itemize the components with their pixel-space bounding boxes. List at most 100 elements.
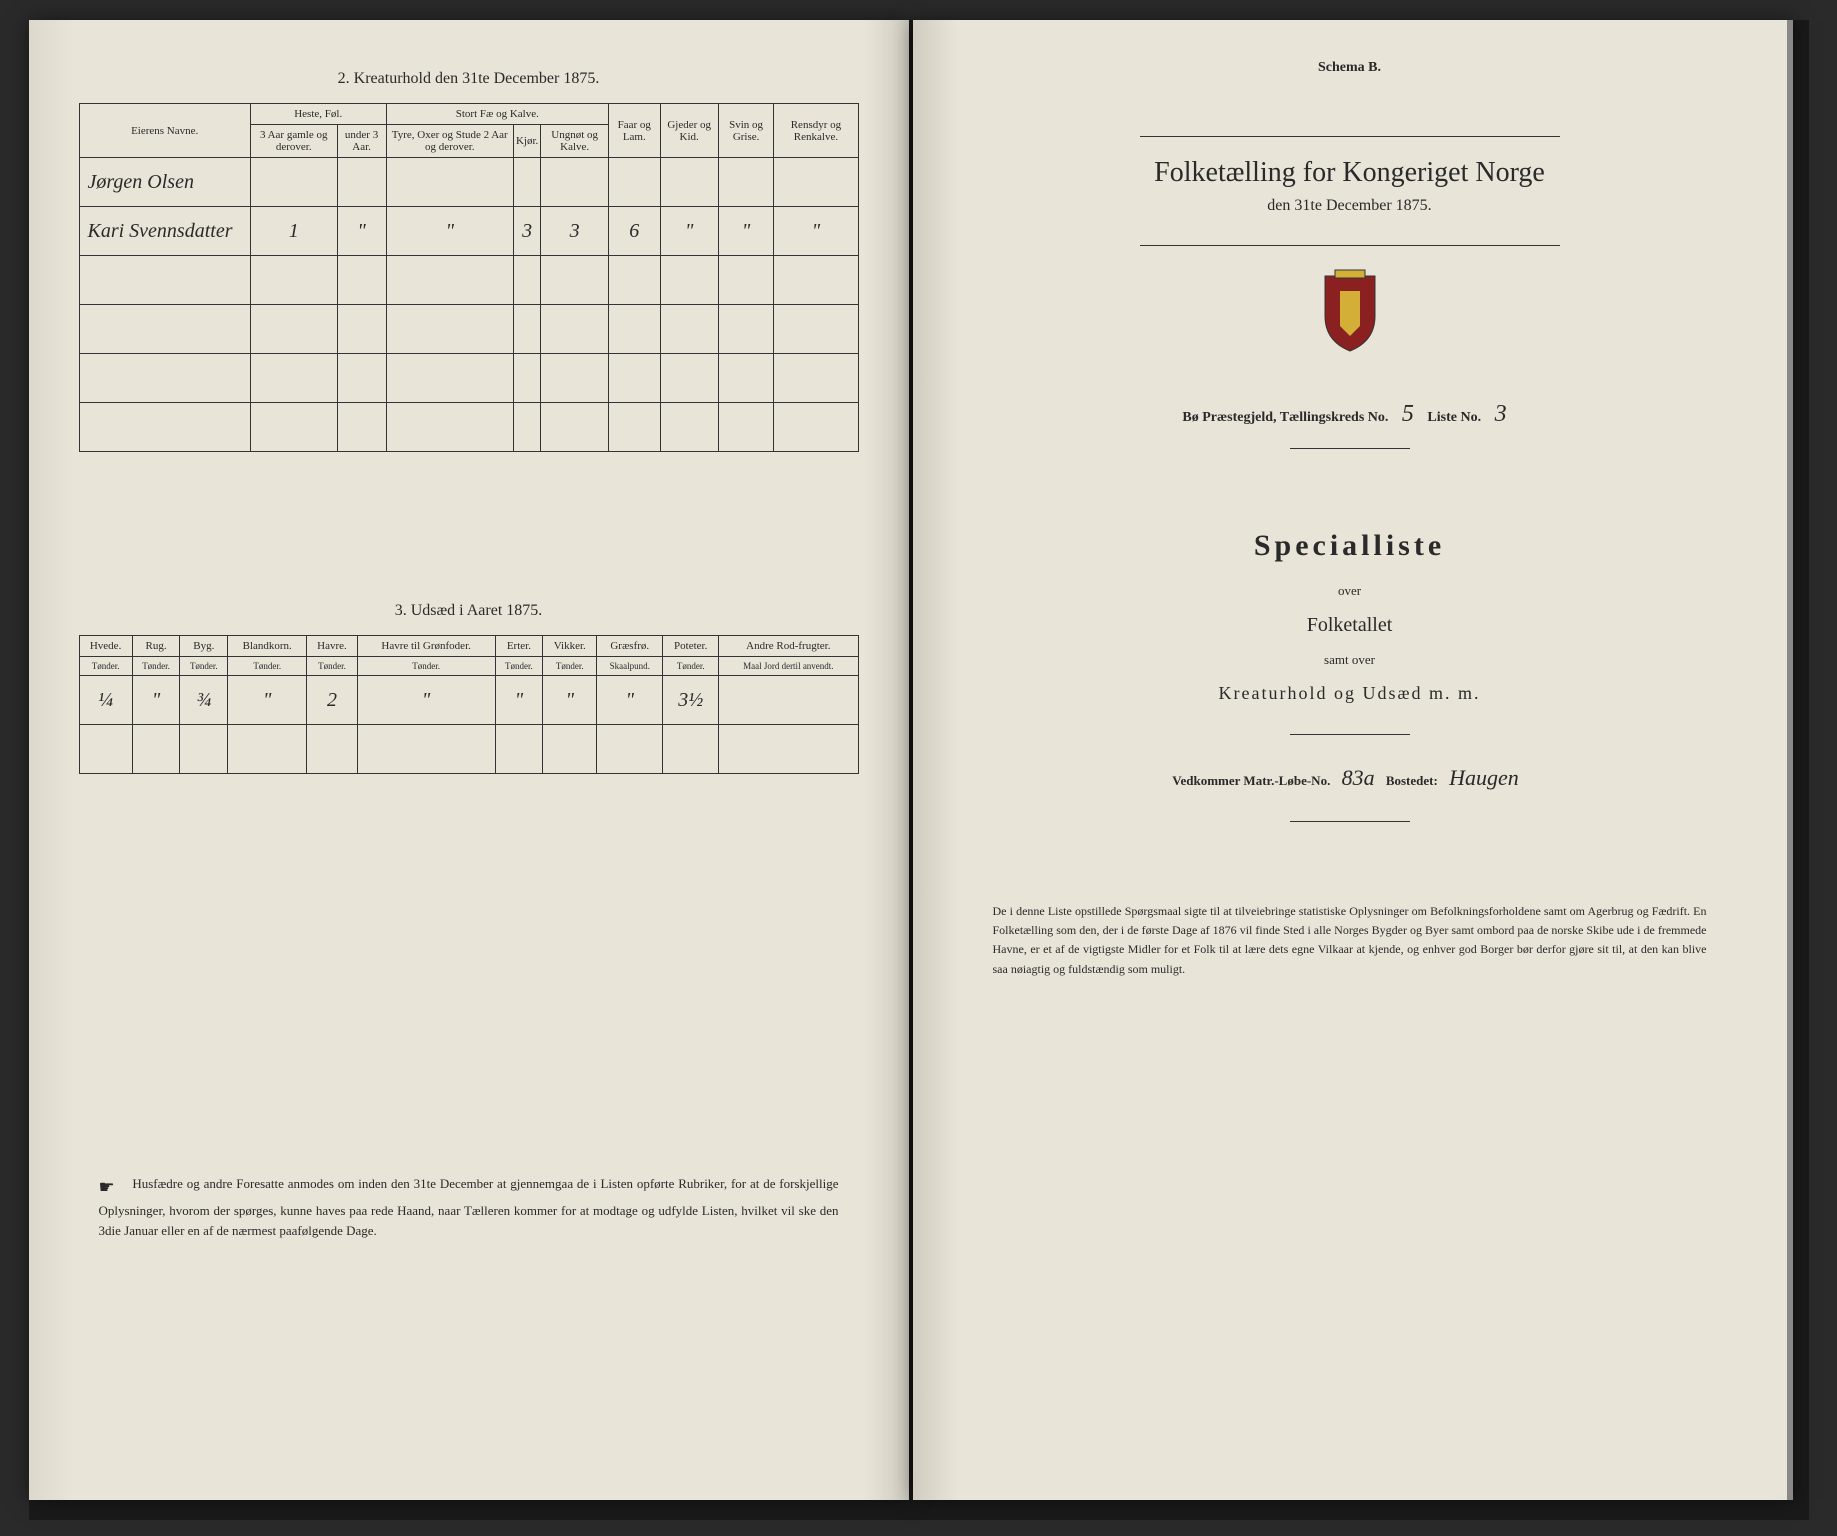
- table-cell: [513, 158, 540, 207]
- table-cell: [609, 403, 660, 452]
- col-unit: Tønder.: [663, 657, 719, 676]
- table-cell: [541, 354, 609, 403]
- grp-gjeder: Gjeder og Kid.: [660, 104, 718, 158]
- table-cell: [541, 403, 609, 452]
- table-cell: [337, 305, 386, 354]
- sub-heste1: 3 Aar gamle og derover.: [250, 125, 337, 158]
- district-line: Bø Præstegjeld, Tællingskreds No. 5 List…: [963, 401, 1737, 428]
- table-cell: [609, 354, 660, 403]
- table-row: Kari Svennsdatter1""336""": [79, 207, 858, 256]
- table-cell: 1: [250, 207, 337, 256]
- table-cell: Kari Svennsdatter: [79, 207, 250, 256]
- bostedet-label: Bostedet:: [1386, 773, 1438, 788]
- table-cell: 3: [541, 207, 609, 256]
- field-prefix: Bø Præstegjeld, Tællingskreds No.: [1182, 410, 1388, 425]
- col-unit: Tønder.: [495, 657, 543, 676]
- table-cell: [250, 354, 337, 403]
- table-cell: [513, 305, 540, 354]
- table-cell: Jørgen Olsen: [79, 158, 250, 207]
- table-cell: 3: [513, 207, 540, 256]
- table-cell: ": [543, 676, 597, 725]
- section2-title: 2. Kreaturhold den 31te December 1875.: [79, 70, 859, 88]
- grp-svin: Svin og Grise.: [718, 104, 774, 158]
- table-cell: [386, 256, 513, 305]
- col-unit: Tønder.: [357, 657, 495, 676]
- table-cell: [660, 354, 718, 403]
- instruction-text: ☛ Husfædre og andre Foresatte anmodes om…: [79, 1174, 859, 1240]
- col-header: Vikker.: [543, 636, 597, 657]
- col-unit: Tønder.: [307, 657, 357, 676]
- table-cell: ": [228, 676, 307, 725]
- table-cell: ¼: [79, 676, 132, 725]
- rule: [1290, 821, 1410, 822]
- sub-stort1: Tyre, Oxer og Stude 2 Aar og derover.: [386, 125, 513, 158]
- table-cell: ¾: [180, 676, 228, 725]
- table-cell: [250, 305, 337, 354]
- table-cell: [386, 305, 513, 354]
- table-cell: [541, 256, 609, 305]
- table-cell: [718, 354, 774, 403]
- table-cell: [660, 403, 718, 452]
- rule: [1290, 734, 1410, 735]
- table-cell: ": [495, 676, 543, 725]
- col-unit: Tønder.: [79, 657, 132, 676]
- table-cell: [719, 676, 858, 725]
- col-header: Poteter.: [663, 636, 719, 657]
- grp-rensdyr: Rensdyr og Renkalve.: [774, 104, 858, 158]
- col-unit: Maal Jord dertil anvendt.: [719, 657, 858, 676]
- livestock-table: Eierens Navne. Heste, Føl. Stort Fæ og K…: [79, 103, 859, 452]
- table-cell: ": [132, 676, 180, 725]
- table-cell: [386, 354, 513, 403]
- col-header: Rug.: [132, 636, 180, 657]
- table-row: [79, 305, 858, 354]
- table-row: [79, 354, 858, 403]
- col-owner: Eierens Navne.: [79, 104, 250, 158]
- table-cell: 2: [307, 676, 357, 725]
- col-header: Byg.: [180, 636, 228, 657]
- table-cell: [609, 305, 660, 354]
- table-cell: [513, 403, 540, 452]
- col-header: Blandkorn.: [228, 636, 307, 657]
- coat-of-arms-icon: [963, 266, 1737, 361]
- specialliste-title: Specialliste: [963, 529, 1737, 563]
- table-cell: [774, 305, 858, 354]
- table-cell: [609, 158, 660, 207]
- table-cell: [660, 256, 718, 305]
- liste-label: Liste No.: [1427, 410, 1481, 425]
- liste-no: 3: [1485, 401, 1517, 427]
- col-header: Havre.: [307, 636, 357, 657]
- rule: [1290, 448, 1410, 449]
- samt-label: samt over: [963, 652, 1737, 668]
- instruction-body: Husfædre og andre Foresatte anmodes om i…: [99, 1176, 839, 1238]
- sowing-table: Hvede.Rug.Byg.Blandkorn.Havre.Havre til …: [79, 635, 859, 774]
- right-page: Schema B. Folketælling for Kongeriget No…: [913, 20, 1793, 1500]
- table-cell: [337, 403, 386, 452]
- vedkommer-label: Vedkommer Matr.-Løbe-No.: [1172, 773, 1330, 788]
- rule: [1140, 245, 1560, 246]
- table-cell: [541, 305, 609, 354]
- table-cell: [250, 256, 337, 305]
- sub-stort3: Ungnøt og Kalve.: [541, 125, 609, 158]
- col-header: Græsfrø.: [597, 636, 663, 657]
- table-cell: [660, 305, 718, 354]
- table-cell: ": [718, 207, 774, 256]
- table-cell: [718, 403, 774, 452]
- sub-heste2: under 3 Aar.: [337, 125, 386, 158]
- table-cell: [774, 354, 858, 403]
- table-cell: ": [337, 207, 386, 256]
- table-cell: [718, 305, 774, 354]
- table-cell: 6: [609, 207, 660, 256]
- table-cell: [513, 354, 540, 403]
- table-cell: [774, 256, 858, 305]
- col-unit: Tønder.: [543, 657, 597, 676]
- schema-label: Schema B.: [963, 60, 1737, 76]
- vedkommer-line: Vedkommer Matr.-Løbe-No. 83a Bostedet: H…: [963, 765, 1737, 791]
- table-cell: [609, 256, 660, 305]
- table-cell: ": [357, 676, 495, 725]
- table-cell: ": [774, 207, 858, 256]
- col-header: Hvede.: [79, 636, 132, 657]
- rule: [1140, 136, 1560, 137]
- pointer-icon: ☛: [99, 1174, 129, 1201]
- table-row: [79, 403, 858, 452]
- table-cell: [513, 256, 540, 305]
